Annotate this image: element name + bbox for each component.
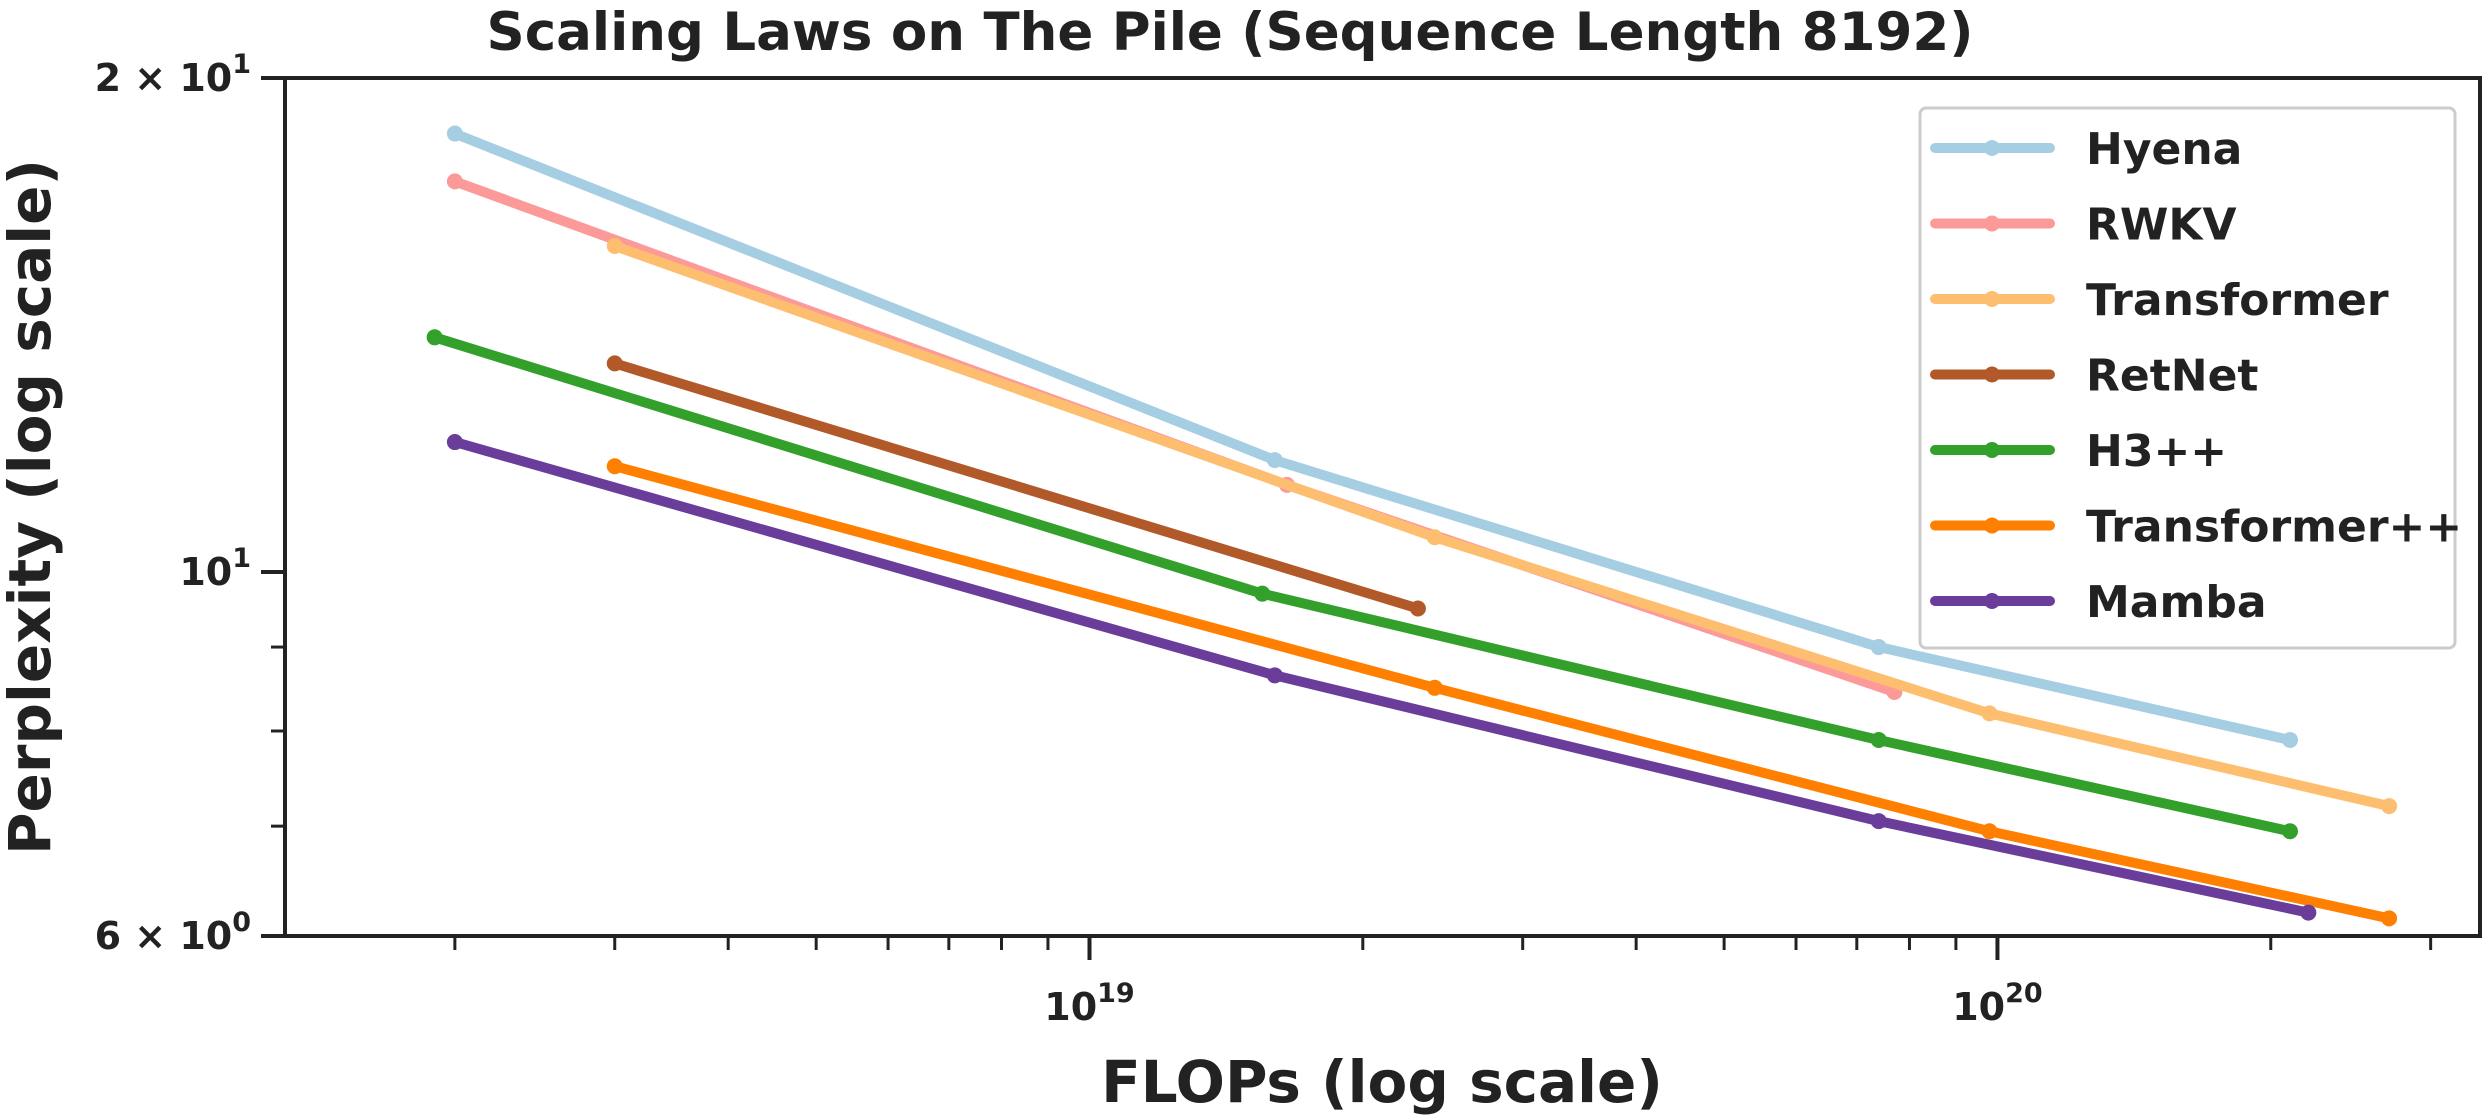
legend-label: RetNet: [2086, 351, 2258, 402]
legend-label: Mamba: [2086, 577, 2267, 628]
data-point: [606, 458, 623, 475]
data-point: [1266, 452, 1283, 469]
data-point: [1426, 679, 1443, 696]
series-h3-: [426, 329, 2299, 840]
legend-item: Hyena: [1930, 124, 2242, 175]
legend-marker: [1984, 140, 2000, 156]
series-retnet: [606, 355, 1426, 617]
data-point: [1254, 585, 1271, 602]
legend-item: Transformer++: [1930, 502, 2462, 553]
series-lines: [426, 125, 2398, 927]
y-tick-label: 101: [179, 543, 251, 594]
legend-marker: [1984, 593, 2000, 609]
data-point: [446, 434, 463, 451]
data-point: [2381, 910, 2398, 927]
legend-frame: [1918, 106, 2457, 650]
legend: Hyena RWKV Transformer RetNet H3++ Transforme…: [1918, 106, 2462, 650]
legend-item: RWKV: [1930, 200, 2237, 251]
legend-item: RetNet: [1930, 351, 2258, 402]
legend-item: Transformer: [1930, 275, 2389, 326]
x-tick-label: 1020: [1952, 978, 2042, 1029]
data-point: [1870, 639, 1887, 656]
data-point: [1981, 705, 1998, 722]
series-line: [609, 461, 2395, 924]
legend-label: Transformer: [2086, 275, 2389, 326]
legend-label: H3++: [2086, 426, 2227, 477]
legend-label: Transformer++: [2086, 502, 2462, 553]
x-minor-ticks: [271, 645, 2433, 950]
data-point: [446, 125, 463, 142]
data-point: [426, 329, 443, 346]
series-line: [609, 241, 2395, 812]
y-axis-label: Perplexity (log scale): [0, 159, 64, 855]
data-point: [2282, 731, 2299, 748]
series-transformer-: [606, 458, 2398, 927]
data-point: [1266, 667, 1283, 684]
axis-ticks: 1019 1020 2 × 101 101 6 × 100: [95, 49, 2043, 1029]
data-point: [606, 237, 623, 254]
x-axis-label: FLOPs (log scale): [1101, 1048, 1663, 1116]
data-point: [1870, 813, 1887, 830]
series-line: [429, 332, 2295, 837]
series-line: [449, 128, 2295, 745]
x-tick-label: 1019: [1044, 978, 1134, 1029]
legend-marker: [1984, 215, 2000, 232]
legend-marker: [1984, 517, 2000, 534]
legend-marker: [1984, 366, 2000, 383]
data-point: [606, 355, 623, 372]
series-mamba: [446, 434, 2317, 921]
series-line: [609, 358, 1423, 614]
series-hyena: [446, 125, 2299, 748]
data-point: [2300, 904, 2317, 921]
series-line: [449, 437, 2314, 918]
data-point: [1426, 529, 1443, 546]
data-point: [2381, 798, 2398, 815]
legend-item: Mamba: [1930, 577, 2267, 628]
y-tick-label: 6 × 100: [95, 907, 251, 958]
plot-frame: [283, 76, 2482, 938]
legend-marker: [1984, 442, 2000, 458]
data-point: [1409, 600, 1426, 617]
chart-title: Scaling Laws on The Pile (Sequence Lengt…: [487, 2, 1974, 63]
data-point: [1981, 823, 1998, 840]
legend-label: RWKV: [2086, 200, 2237, 251]
data-point: [2282, 823, 2299, 840]
legend-marker: [1984, 291, 2000, 307]
series-transformer: [606, 237, 2398, 815]
data-point: [1870, 731, 1887, 748]
legend-item: H3++: [1930, 426, 2227, 477]
data-point: [446, 173, 463, 190]
y-tick-label: 2 × 101: [95, 49, 251, 100]
legend-label: Hyena: [2086, 124, 2242, 175]
